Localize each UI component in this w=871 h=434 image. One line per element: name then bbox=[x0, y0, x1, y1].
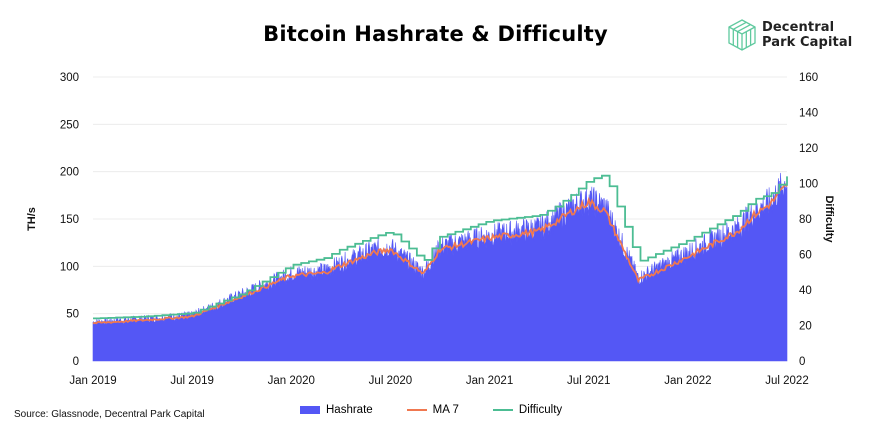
plot-series bbox=[92, 172, 788, 362]
y-left-axis-label: TH/s bbox=[26, 207, 38, 231]
x-tick-label: Jul 2021 bbox=[567, 375, 610, 387]
x-tick-label: Jan 2019 bbox=[69, 375, 116, 387]
legend-swatch-ma7 bbox=[406, 409, 427, 411]
x-tick-label: Jan 2021 bbox=[466, 375, 513, 387]
y-left-tick-label: 50 bbox=[66, 309, 79, 321]
x-tick-label: Jan 2022 bbox=[664, 375, 711, 387]
legend-item-difficulty: Difficulty bbox=[492, 404, 563, 416]
chart-title: Bitcoin Hashrate & Difficulty bbox=[263, 22, 608, 46]
y-right-tick-label: 100 bbox=[799, 179, 818, 191]
axes: 0 50 100 150 200 250 300 0 20 40 60 80 100 120 140 160 J… bbox=[26, 72, 835, 387]
brand-logo: Decentral Park Capital bbox=[728, 18, 852, 52]
legend-label-difficulty: Difficulty bbox=[518, 404, 563, 416]
y-right-tick-label: 20 bbox=[799, 321, 812, 333]
x-tick-label: Jul 2019 bbox=[170, 375, 213, 387]
cube-logo-icon bbox=[728, 19, 756, 51]
y-left-tick-label: 0 bbox=[73, 356, 79, 368]
y-left-tick-label: 200 bbox=[60, 167, 79, 179]
legend-swatch-hashrate bbox=[300, 406, 320, 414]
legend: Hashrate MA 7 Difficulty bbox=[300, 404, 596, 416]
y-right-axis-label: Difficulty bbox=[823, 195, 835, 243]
legend-item-hashrate: Hashrate bbox=[300, 404, 373, 416]
y-right-tick-label: 80 bbox=[799, 214, 812, 226]
y-right-tick-label: 140 bbox=[799, 108, 818, 120]
legend-label-ma7: MA 7 bbox=[432, 404, 459, 416]
brand-line-1: Decentral bbox=[762, 20, 835, 35]
y-right-tick-label: 40 bbox=[799, 285, 812, 297]
y-left-tick-label: 100 bbox=[60, 261, 79, 273]
x-tick-label: Jul 2020 bbox=[369, 375, 412, 387]
series-difficulty-line bbox=[93, 174, 788, 320]
y-left-tick-label: 250 bbox=[60, 119, 79, 131]
y-left-tick-label: 150 bbox=[60, 214, 79, 226]
y-left-tick-label: 300 bbox=[60, 72, 79, 84]
series-hashrate-area bbox=[92, 172, 788, 362]
brand-name: Decentral Park Capital bbox=[762, 20, 852, 50]
source-note: Source: Glassnode, Decentral Park Capita… bbox=[14, 409, 205, 420]
y-right-tick-label: 60 bbox=[799, 250, 812, 262]
legend-swatch-difficulty bbox=[492, 409, 513, 411]
y-right-tick-label: 160 bbox=[799, 72, 818, 84]
legend-label-hashrate: Hashrate bbox=[326, 404, 373, 416]
legend-item-ma7: MA 7 bbox=[406, 404, 459, 416]
y-right-tick-label: 120 bbox=[799, 143, 818, 155]
brand-line-2: Park Capital bbox=[762, 35, 853, 50]
x-tick-label: Jan 2020 bbox=[268, 375, 315, 387]
y-right-tick-label: 0 bbox=[799, 356, 805, 368]
x-tick-label: Jul 2022 bbox=[765, 375, 808, 387]
